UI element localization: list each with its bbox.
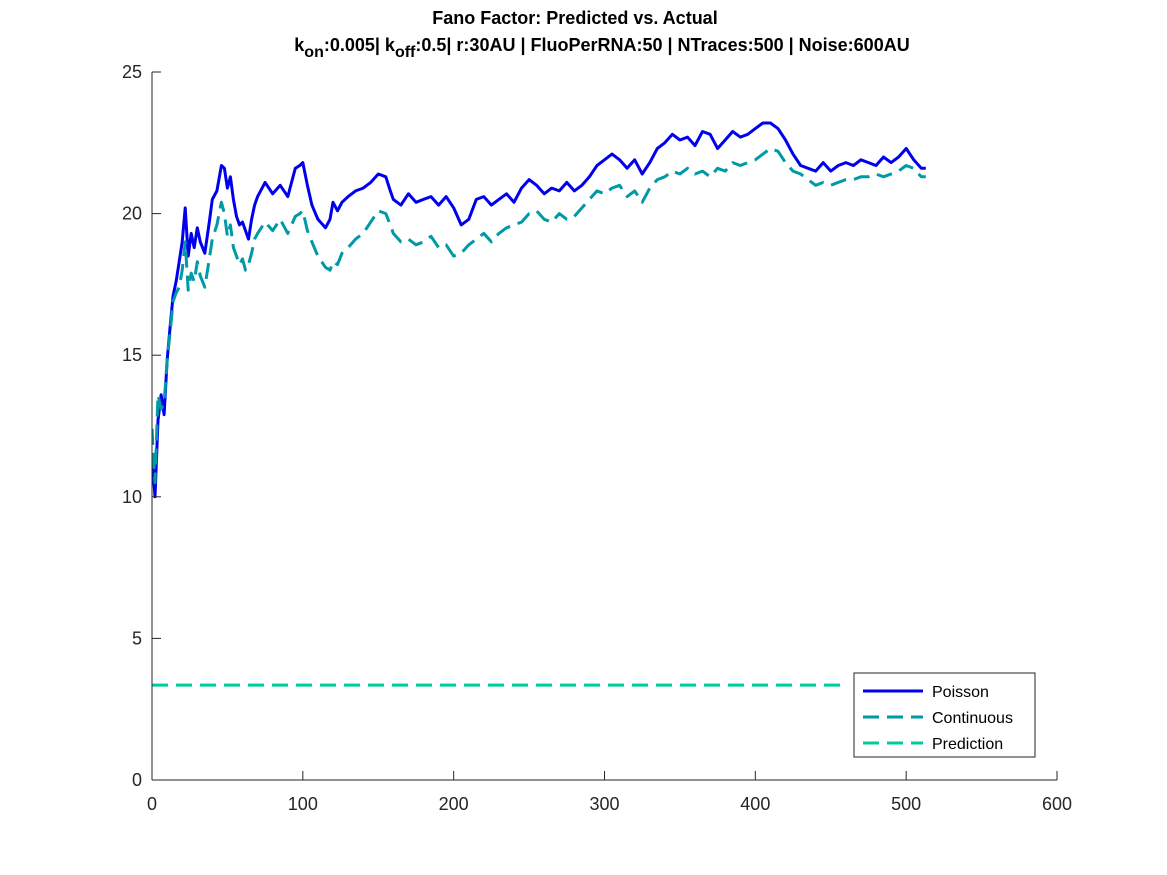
- y-tick-label: 0: [132, 770, 142, 790]
- x-tick-label: 600: [1042, 794, 1072, 814]
- y-tick-label: 25: [122, 62, 142, 82]
- series-line-continuous: [152, 147, 926, 485]
- legend: Poisson Continuous Prediction: [853, 672, 1036, 758]
- y-tick-label: 20: [122, 204, 142, 224]
- chart-subtitle: kon:0.005| koff:0.5| r:30AU | FluoPerRNA…: [294, 35, 909, 61]
- chart-title: Fano Factor: Predicted vs. Actual: [432, 8, 717, 28]
- subtitle-subscript: off: [395, 44, 416, 61]
- y-tick-label: 10: [122, 487, 142, 507]
- subtitle-subscript: on: [304, 44, 324, 61]
- legend-label-continuous: Continuous: [932, 710, 1013, 727]
- x-tick-label: 200: [439, 794, 469, 814]
- x-tick-label: 0: [147, 794, 157, 814]
- x-tick-label: 100: [288, 794, 318, 814]
- y-tick-label: 15: [122, 345, 142, 365]
- x-tick-label: 500: [891, 794, 921, 814]
- x-tick-label: 400: [740, 794, 770, 814]
- axes: 0 100 200 300 400 500 600 0 5 10 15 20 25: [122, 62, 1072, 814]
- series-line-poisson: [152, 121, 926, 499]
- legend-label-prediction: Prediction: [932, 736, 1003, 753]
- x-tick-label: 300: [589, 794, 619, 814]
- legend-box: [853, 672, 1036, 758]
- series-layer: [152, 121, 926, 687]
- subtitle-part: k: [294, 35, 305, 55]
- legend-label-poisson: Poisson: [932, 684, 989, 701]
- subtitle-part: :0.5| r:30AU | FluoPerRNA:50 | NTraces:5…: [415, 35, 909, 55]
- subtitle-part: :0.005| k: [324, 35, 396, 55]
- y-tick-label: 5: [132, 628, 142, 648]
